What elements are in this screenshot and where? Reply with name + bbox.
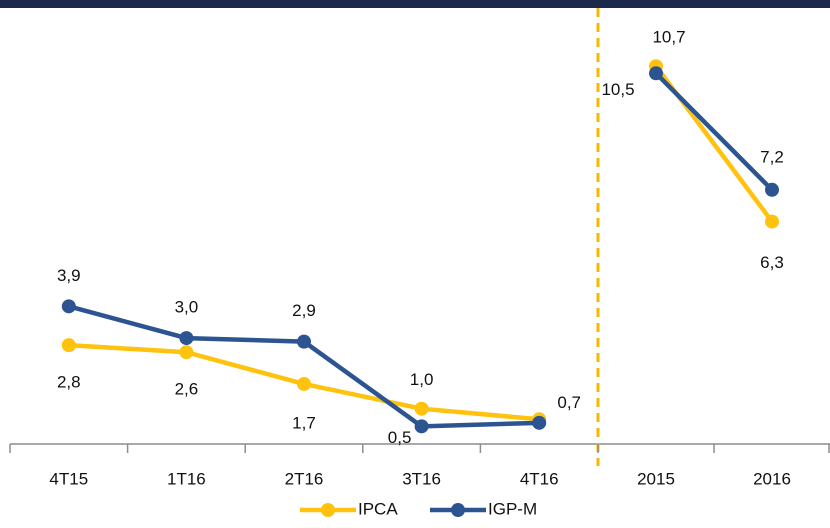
x-tick-label: 1T16 bbox=[167, 469, 206, 488]
data-label: 1,7 bbox=[292, 413, 316, 432]
data-label: 10,5 bbox=[601, 80, 634, 99]
data-label: 10,7 bbox=[652, 28, 685, 47]
data-label: 2,9 bbox=[292, 301, 316, 320]
x-tick-label: 4T15 bbox=[49, 469, 88, 488]
x-tick-label: 2T16 bbox=[285, 469, 324, 488]
point bbox=[179, 331, 194, 346]
data-label: 6,3 bbox=[760, 253, 784, 272]
point bbox=[649, 66, 663, 81]
legend-label: IPCA bbox=[358, 499, 398, 518]
data-label: 0,7 bbox=[557, 393, 581, 412]
data-label: 3,9 bbox=[57, 266, 81, 285]
x-tick-label: 3T16 bbox=[402, 469, 441, 488]
data-label: 2,6 bbox=[175, 380, 199, 399]
data-label: 1,0 bbox=[410, 370, 434, 389]
data-label: 2,8 bbox=[57, 373, 81, 392]
point bbox=[61, 299, 76, 314]
legend-marker bbox=[321, 503, 335, 517]
x-tick-label: 4T16 bbox=[520, 469, 559, 488]
legend-marker bbox=[451, 503, 465, 517]
data-label: 7,2 bbox=[760, 147, 784, 166]
point bbox=[61, 338, 76, 353]
series-line bbox=[68, 304, 540, 429]
legend-label: IGP-M bbox=[488, 499, 537, 518]
point bbox=[179, 345, 194, 360]
point bbox=[414, 401, 429, 416]
header-bar bbox=[0, 0, 830, 8]
point bbox=[532, 415, 547, 430]
x-tick-label: 2016 bbox=[753, 469, 791, 488]
data-label: 0,5 bbox=[388, 428, 412, 447]
series-line bbox=[654, 71, 774, 192]
x-tick-label: 2015 bbox=[637, 469, 675, 488]
point bbox=[297, 334, 311, 349]
point bbox=[414, 419, 429, 434]
point bbox=[765, 214, 779, 229]
point bbox=[765, 182, 779, 197]
point bbox=[297, 376, 311, 391]
data-label: 3,0 bbox=[175, 298, 199, 317]
